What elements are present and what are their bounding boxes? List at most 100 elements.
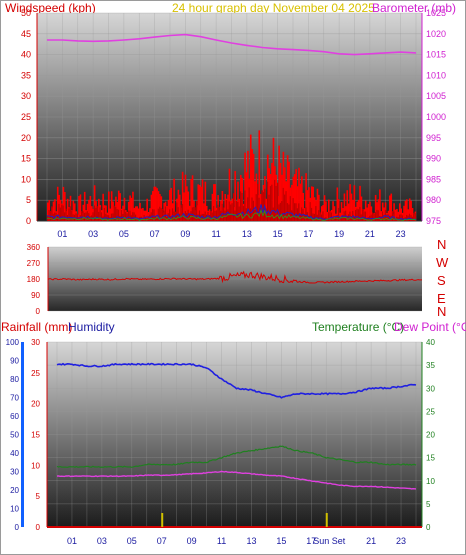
temperature-humidity-chart: 0510152025303540010203040506070809010005… [6, 338, 436, 546]
windspeed-bar [380, 216, 382, 221]
compass-label-w: W [436, 255, 449, 270]
windspeed-bar [400, 214, 402, 221]
humidity-y-tick-label: 60 [10, 412, 19, 421]
gust-bar [102, 193, 104, 221]
gust-bar [258, 130, 261, 221]
gust-bar [359, 185, 361, 221]
gust-bar [166, 205, 168, 221]
temperature-axis-title: Temperature (°C) [312, 320, 405, 334]
gust-bar [350, 193, 353, 221]
windspeed-bar [235, 200, 237, 221]
windspeed-bar [180, 204, 182, 221]
wind-y-tick-label: 35 [21, 70, 31, 80]
gust-bar [293, 174, 296, 221]
windspeed-bar [176, 202, 178, 221]
windspeed-bar [82, 211, 84, 221]
gust-bar [403, 205, 405, 221]
gust-bar [318, 194, 320, 221]
windspeed-bar [234, 210, 236, 221]
gust-bar [380, 211, 383, 221]
windspeed-bar [305, 207, 307, 221]
gust-bar [134, 206, 137, 221]
windspeed-bar [68, 208, 70, 221]
temperature-line [56, 445, 417, 469]
windspeed-bar [153, 209, 155, 221]
gust-bar [183, 192, 185, 221]
windspeed-bar [347, 214, 350, 221]
gust-bar [272, 137, 275, 221]
windspeed-bar [225, 200, 228, 221]
rain-y-tick-label: 5 [36, 492, 41, 501]
gust-bar [332, 201, 334, 221]
gust-bar [342, 208, 344, 221]
gust-bar [110, 191, 113, 221]
windspeed-bar [254, 209, 256, 221]
windspeed-bar [132, 212, 134, 221]
temperature-y-tick-label: 40 [426, 338, 435, 347]
windspeed-bar [293, 203, 296, 221]
humidity-axis-title: Humidity [68, 320, 115, 334]
wind-lull-path [46, 209, 417, 221]
gust-bar [305, 173, 307, 221]
windspeed-bar [95, 207, 97, 221]
barometer-y-tick-label: 1015 [426, 50, 446, 60]
gust-bar [411, 207, 414, 221]
windspeed-bar [271, 184, 273, 221]
dewpoint-axis-title: Dew Point (°C) [394, 320, 466, 334]
gust-bar [325, 201, 327, 221]
windspeed-bar [413, 212, 415, 221]
windspeed-bar [92, 212, 94, 221]
direction-chart: 0 90 180 270 360 [27, 243, 422, 316]
gust-bar [90, 206, 93, 221]
humidity-y-tick-label: 10 [10, 505, 19, 514]
windspeed-bar [320, 214, 323, 221]
gust-bar [296, 186, 299, 221]
gust-bar [360, 196, 363, 221]
gust-bar [310, 186, 313, 221]
windspeed-bar [363, 211, 365, 221]
windspeed-bar [59, 207, 61, 221]
windspeed-bar [204, 211, 206, 221]
gust-bar [140, 208, 143, 221]
temperature-x-tick-label: 11 [217, 536, 226, 546]
windspeed-bar [210, 210, 212, 221]
windspeed-bar [414, 213, 416, 221]
gust-bar [291, 184, 293, 221]
gust-bar [173, 178, 175, 221]
windspeed-bar [65, 208, 67, 221]
gust-bar [204, 181, 207, 221]
gust-bar [108, 191, 110, 221]
windspeed-bar [193, 206, 195, 221]
rainfall-axis-title: Rainfall (mm) [1, 320, 73, 334]
gust-bar [227, 194, 229, 221]
windspeed-bar [335, 216, 337, 221]
barometer-axis-title: Barometer (mb) [372, 1, 457, 15]
windspeed-bar [255, 194, 257, 221]
gust-bar [302, 192, 305, 221]
windspeed-bar [58, 203, 60, 221]
gust-bar [352, 199, 354, 221]
temperature-y-tick-label: 20 [426, 431, 435, 440]
windspeed-bar [142, 219, 144, 221]
windspeed-bar [71, 210, 73, 221]
windspeed-bar [259, 207, 262, 221]
gust-bar [323, 195, 326, 221]
direction-y-tick-label: 0 [36, 307, 41, 316]
gust-bar [167, 199, 170, 221]
wind-x-tick-label: 05 [119, 229, 129, 239]
windspeed-bar [364, 211, 367, 221]
gust-bar [249, 134, 252, 221]
windspeed-bar [401, 215, 404, 221]
windspeed-bar [279, 202, 281, 221]
gust-bar [254, 181, 256, 221]
temperature-y-tick-label: 25 [426, 407, 435, 416]
wind-y-tick-label: 0 [26, 216, 31, 226]
windspeed-bar [276, 182, 279, 221]
barometer-y-tick-label: 1020 [426, 29, 446, 39]
windspeed-bar [125, 211, 127, 221]
gust-bar [390, 193, 393, 221]
humidity-y-tick-label: 70 [10, 394, 19, 403]
windspeed-bar [340, 217, 342, 221]
gust-bar [339, 212, 341, 221]
humidity-y-tick-label: 80 [10, 375, 19, 384]
